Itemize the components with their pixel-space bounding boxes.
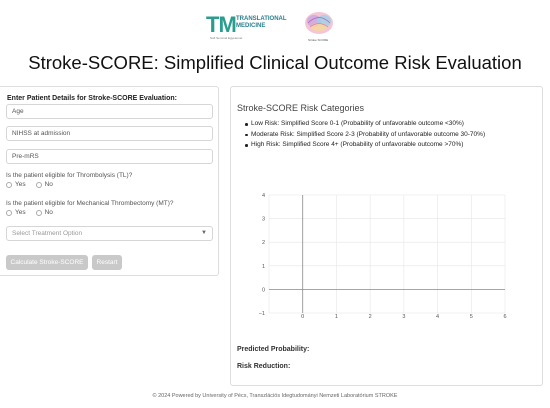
- translational-medicine-logo: TM TRANSLATIONAL MEDICINE Soft Semmel Eg…: [206, 6, 290, 42]
- y-tick-label: 4: [262, 193, 265, 199]
- thrombolysis-radio-group: Yes No: [6, 181, 53, 188]
- brain-logo-icon: [305, 12, 333, 34]
- results-panel: Stroke-SCORE Risk Categories Low Risk: S…: [230, 86, 543, 386]
- thrombolysis-yes-radio[interactable]: [6, 181, 12, 188]
- treatment-option-select[interactable]: Select Treatment Option ▼: [6, 226, 213, 241]
- risk-category-low: Low Risk: Simplified Score 0-1 (Probabil…: [245, 119, 485, 130]
- predicted-probability-label: Predicted Probability:: [237, 346, 310, 353]
- thrombectomy-yes-radio[interactable]: [6, 209, 12, 216]
- thrombectomy-no-radio[interactable]: [35, 209, 42, 216]
- tm-logo-text: TRANSLATIONAL MEDICINE: [236, 16, 287, 29]
- y-tick-label: 2: [262, 240, 265, 246]
- age-input[interactable]: [6, 104, 213, 119]
- risk-reduction-label: Risk Reduction:: [237, 363, 291, 370]
- thrombolysis-no-option[interactable]: No: [35, 181, 53, 188]
- thrombectomy-yes-label: Yes: [15, 209, 26, 216]
- thrombectomy-no-option[interactable]: No: [35, 209, 53, 216]
- calculate-button[interactable]: Calculate Stroke-SCORE: [6, 255, 88, 270]
- thrombolysis-no-label: No: [44, 181, 53, 188]
- restart-button[interactable]: Restart: [92, 255, 122, 270]
- thrombectomy-no-label: No: [44, 209, 53, 216]
- thrombectomy-yes-option[interactable]: Yes: [6, 209, 26, 216]
- y-tick-label: 0: [262, 287, 265, 293]
- y-tick-label: 1: [262, 264, 265, 270]
- chevron-down-icon: ▼: [201, 230, 207, 236]
- footer: © 2024 Powered by University of Pécs, Tr…: [152, 393, 398, 399]
- brain-logo-caption: Stroke SCORE: [308, 38, 329, 42]
- treatment-select-value: Select Treatment Option: [12, 230, 83, 237]
- risk-categories-list: Low Risk: Simplified Score 0-1 (Probabil…: [245, 119, 485, 151]
- risk-category-high: High Risk: Simplified Score 4+ (Probabil…: [245, 140, 485, 151]
- y-tick-label: −1: [259, 311, 265, 317]
- nihss-input[interactable]: [6, 126, 213, 141]
- thrombolysis-yes-label: Yes: [15, 181, 26, 188]
- y-tick-label: 3: [262, 217, 265, 223]
- x-tick-label: 3: [402, 314, 405, 320]
- x-tick-label: 4: [436, 314, 439, 320]
- score-chart: 0 1 2 3 4 5 6 −1 0 1 2 3 4: [259, 193, 507, 320]
- x-tick-label: 5: [470, 314, 473, 320]
- x-tick-label: 6: [503, 314, 506, 320]
- thrombolysis-yes-option[interactable]: Yes: [6, 181, 26, 188]
- x-tick-label: 0: [301, 314, 304, 320]
- pre-mrs-input[interactable]: [6, 149, 213, 164]
- header-logos: TM TRANSLATIONAL MEDICINE Soft Semmel Eg…: [0, 6, 550, 46]
- risk-category-moderate: Moderate Risk: Simplified Score 2-3 (Pro…: [245, 130, 485, 141]
- page-title: Stroke-SCORE: Simplified Clinical Outcom…: [28, 52, 522, 73]
- thrombectomy-radio-group: Yes No: [6, 209, 53, 216]
- tm-logo-mark: TM: [206, 12, 237, 37]
- x-tick-label: 2: [369, 314, 372, 320]
- thrombolysis-question: Is the patient eligible for Thrombolysis…: [6, 172, 133, 179]
- patient-details-form: Enter Patient Details for Stroke-SCORE E…: [0, 86, 219, 276]
- tm-logo-sub: Soft Semmel Egyetemet: [210, 36, 243, 40]
- risk-categories-title: Stroke-SCORE Risk Categories: [237, 103, 365, 113]
- form-heading: Enter Patient Details for Stroke-SCORE E…: [7, 95, 177, 102]
- x-tick-label: 1: [335, 314, 338, 320]
- thrombolysis-no-radio[interactable]: [35, 181, 42, 188]
- thrombectomy-question: Is the patient eligible for Mechanical T…: [6, 200, 174, 207]
